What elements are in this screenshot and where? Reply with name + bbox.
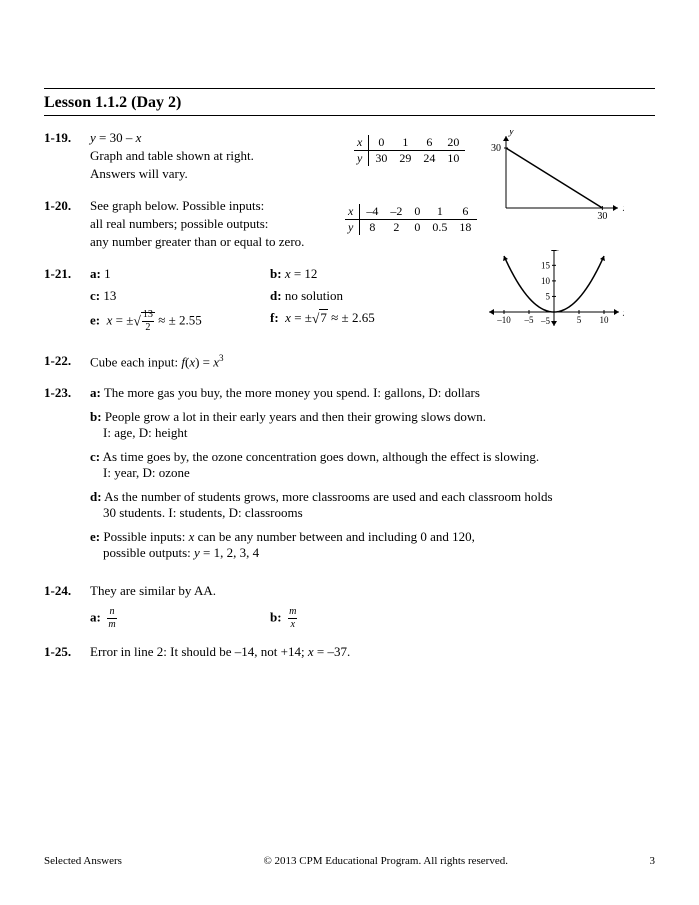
text: 30 students. I: students, D: classrooms [103, 505, 303, 520]
part-a: a: The more gas you buy, the more money … [90, 385, 655, 401]
problem-body: Cube each input: f(x) = x3 [90, 353, 655, 370]
table-1-20: x–4–2016y8200.518 [345, 204, 477, 235]
problem-1-24: 1-24. They are similar by AA. a: nm b: m… [44, 583, 655, 630]
page-footer: Selected Answers © 2013 CPM Educational … [44, 855, 655, 867]
problem-number: 1-19. [44, 130, 90, 184]
part-d: d: no solution [270, 288, 343, 304]
problem-1-25: 1-25. Error in line 2: It should be –14,… [44, 644, 655, 660]
exponent: 3 [219, 353, 224, 363]
problem-number: 1-21. [44, 266, 90, 339]
svg-text:10: 10 [600, 315, 610, 325]
part-f: f: x = ±√7 ≈ ± 2.65 [270, 310, 375, 333]
part-d: d: As the number of students grows, more… [90, 489, 655, 521]
svg-text:–5: –5 [540, 316, 551, 326]
frac-num: 13 [142, 310, 154, 322]
text: can be any number between and including … [194, 529, 475, 544]
label: e: [90, 313, 100, 328]
text: = –37. [314, 644, 351, 659]
problem-body: a: The more gas you buy, the more money … [90, 385, 655, 569]
text-line: They are similar by AA. [90, 583, 655, 599]
label: b: [270, 266, 282, 281]
radicand: 7 [319, 309, 328, 325]
svg-text:x: x [622, 308, 624, 319]
part-b: b: People grow a lot in their early year… [90, 409, 655, 441]
problem-number: 1-23. [44, 385, 90, 569]
problem-body: Error in line 2: It should be –14, not +… [90, 644, 655, 660]
label: d: [270, 288, 282, 303]
label: f: [270, 310, 279, 325]
svg-text:15: 15 [541, 260, 551, 270]
svg-text:y: y [557, 250, 563, 251]
part-e: e: Possible inputs: x can be any number … [90, 529, 655, 561]
problem-number: 1-25. [44, 644, 90, 660]
value: 1 [104, 266, 111, 281]
frac-den: 2 [142, 322, 154, 333]
text-line: any number greater than or equal to zero… [90, 234, 655, 250]
problem-body: They are similar by AA. a: nm b: mx [90, 583, 655, 630]
part-e: e: x = ±√132 ≈ ± 2.55 [90, 310, 270, 333]
text: People grow a lot in their early years a… [105, 409, 486, 424]
footer-left: Selected Answers [44, 855, 122, 867]
linear-graph: 30 30 x y [484, 130, 624, 220]
frac-num: m [288, 607, 297, 619]
frac-den: x [288, 619, 297, 630]
frac-num: n [107, 607, 116, 619]
approx: ≈ ± 2.65 [328, 310, 375, 325]
text: As the number of students grows, more cl… [104, 489, 552, 504]
text: possible outputs: [103, 545, 194, 560]
label: a: [90, 266, 101, 281]
label: b: [270, 609, 282, 624]
footer-right: 3 [650, 855, 656, 867]
lesson-title: Lesson 1.1.2 (Day 2) [44, 91, 655, 115]
text: As time goes by, the ozone concentration… [103, 449, 539, 464]
text: Possible inputs: [103, 529, 188, 544]
text: The more gas you buy, the more money you… [104, 385, 480, 400]
svg-text:10: 10 [541, 276, 551, 286]
problem-number: 1-22. [44, 353, 90, 370]
svg-text:–10: –10 [496, 315, 511, 325]
footer-center: © 2013 CPM Educational Program. All righ… [263, 855, 508, 867]
part-c: c: 13 [90, 288, 270, 304]
label: a: [90, 609, 101, 624]
text: = 1, 2, 3, 4 [200, 545, 259, 560]
part-a: a: nm [90, 607, 270, 630]
rule-top [44, 88, 655, 89]
label: c: [90, 288, 100, 303]
parabola-graph: –10 –5 5 10 5 10 15 –5 x y [484, 250, 624, 332]
text: Error in line 2: It should be –14, not +… [90, 644, 308, 659]
svg-text:y: y [508, 130, 514, 137]
svg-text:5: 5 [577, 315, 582, 325]
problem-number: 1-20. [44, 198, 90, 252]
problem-1-23: 1-23. a: The more gas you buy, the more … [44, 385, 655, 569]
text: I: year, D: ozone [103, 465, 190, 480]
svg-text:5: 5 [546, 291, 551, 301]
frac-den: m [107, 619, 116, 630]
part-c: c: As time goes by, the ozone concentrat… [90, 449, 655, 481]
problem-number: 1-24. [44, 583, 90, 630]
text: Cube each input: [90, 355, 181, 370]
approx: ≈ ± 2.55 [155, 313, 202, 328]
svg-text:–5: –5 [524, 315, 535, 325]
part-b: b: x = 12 [270, 266, 317, 282]
text: I: age, D: height [103, 425, 187, 440]
part-a: a: 1 [90, 266, 270, 282]
table-1-19: x01620y30292410 [354, 135, 465, 166]
part-b: b: mx [270, 607, 297, 630]
rule-bottom [44, 115, 655, 116]
svg-text:x: x [622, 202, 624, 214]
value: no solution [285, 288, 343, 303]
problem-1-22: 1-22. Cube each input: f(x) = x3 [44, 353, 655, 370]
svg-text:30: 30 [597, 211, 607, 220]
svg-text:30: 30 [491, 143, 501, 154]
value: 13 [103, 288, 116, 303]
